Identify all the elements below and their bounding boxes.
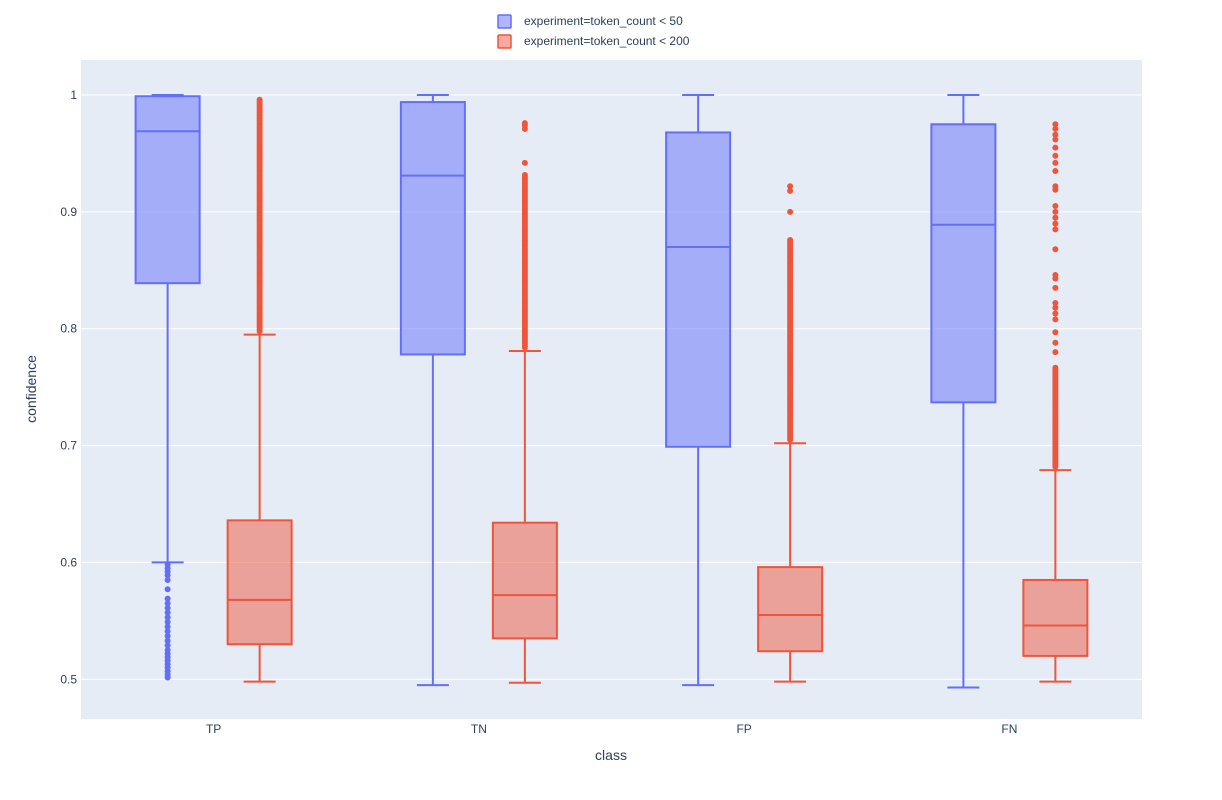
- outlier-point: [164, 619, 171, 626]
- legend-item[interactable]: experiment=token_count < 50: [497, 14, 683, 29]
- box-TP: [134, 94, 201, 681]
- outlier-point: [164, 576, 171, 583]
- iqr-box: [930, 123, 997, 404]
- box-TP: [226, 96, 293, 683]
- outlier-point: [1052, 220, 1059, 227]
- outlier-point: [164, 561, 171, 568]
- outlier-point: [164, 614, 171, 621]
- y-axis-title: confidence: [23, 355, 39, 423]
- outlier-point: [1052, 125, 1059, 132]
- boxes: [134, 94, 1089, 689]
- y-tick-label: 0.5: [60, 672, 77, 686]
- outlier-point: [1052, 300, 1059, 307]
- outlier-point: [521, 159, 528, 166]
- box-FN: [930, 94, 997, 689]
- legend-label: experiment=token_count < 200: [524, 34, 690, 48]
- iqr-box: [757, 566, 824, 653]
- outlier-point: [1052, 284, 1059, 291]
- y-tick-label: 0.9: [60, 205, 77, 219]
- iqr-box: [134, 95, 201, 285]
- x-tick-label: FN: [1001, 722, 1017, 736]
- outlier-point: [1052, 214, 1059, 221]
- y-tick-label: 0.7: [60, 439, 77, 453]
- outlier-point: [164, 586, 171, 593]
- outlier-point: [1052, 316, 1059, 323]
- legend-swatch: [497, 14, 512, 29]
- outlier-point: [1052, 208, 1059, 215]
- box-TN: [399, 94, 466, 687]
- outlier-point: [1052, 271, 1059, 278]
- outlier-point: [164, 637, 171, 644]
- x-axis-ticks: TP TN FP FN: [206, 722, 1017, 736]
- legend[interactable]: experiment=token_count < 50 experiment=to…: [497, 14, 690, 49]
- outlier-point: [787, 183, 794, 190]
- y-axis-ticks: 0.5 0.6 0.7 0.8 0.9 1: [60, 88, 77, 686]
- outlier-point: [521, 171, 528, 178]
- iqr-box: [399, 101, 466, 356]
- outlier-point: [164, 647, 171, 654]
- box-TN: [491, 120, 558, 684]
- x-tick-label: TP: [206, 722, 221, 736]
- outlier-point: [164, 595, 171, 602]
- outlier-point: [1052, 159, 1059, 166]
- outlier-point: [1052, 183, 1059, 190]
- outlier-point: [164, 600, 171, 607]
- x-tick-label: FP: [736, 722, 751, 736]
- outlier-point: [256, 96, 263, 103]
- outlier-point: [1052, 136, 1059, 143]
- legend-item[interactable]: experiment=token_count < 200: [497, 34, 690, 49]
- outlier-point: [787, 187, 794, 194]
- iqr-box: [665, 131, 732, 448]
- outlier-point: [1052, 226, 1059, 233]
- outlier-point: [1052, 168, 1059, 175]
- outlier-point: [1052, 203, 1059, 210]
- outlier-point: [1052, 246, 1059, 253]
- box-FP: [757, 183, 824, 683]
- outlier-point: [1052, 339, 1059, 346]
- outlier-point: [164, 633, 171, 640]
- outlier-point: [164, 609, 171, 616]
- x-tick-label: TN: [471, 722, 487, 736]
- outlier-point: [1052, 364, 1059, 371]
- y-tick-label: 0.8: [60, 322, 77, 336]
- outlier-point: [1052, 121, 1059, 128]
- iqr-box: [226, 519, 293, 646]
- outlier-point: [787, 208, 794, 215]
- x-axis-title: class: [595, 747, 627, 763]
- outlier-point: [1052, 144, 1059, 151]
- iqr-box: [1022, 578, 1089, 657]
- outlier-point: [1052, 304, 1059, 311]
- series-0: [134, 94, 997, 689]
- outlier-point: [1052, 349, 1059, 356]
- legend-label: experiment=token_count < 50: [524, 14, 683, 28]
- outlier-point: [164, 623, 171, 630]
- outlier-point: [164, 642, 171, 649]
- y-tick-label: 1: [70, 88, 77, 102]
- legend-swatch: [497, 34, 512, 49]
- outlier-point: [164, 628, 171, 635]
- outlier-point: [1052, 131, 1059, 138]
- box-FN: [1022, 121, 1089, 683]
- outlier-point: [1052, 329, 1059, 336]
- iqr-box: [491, 521, 558, 640]
- box-FP: [665, 94, 732, 687]
- outlier-point: [1052, 152, 1059, 159]
- outlier-point: [521, 120, 528, 127]
- outlier-point: [164, 604, 171, 611]
- outlier-point: [787, 236, 794, 243]
- y-tick-label: 0.6: [60, 555, 77, 569]
- outlier-point: [1052, 310, 1059, 317]
- series-1: [226, 96, 1089, 684]
